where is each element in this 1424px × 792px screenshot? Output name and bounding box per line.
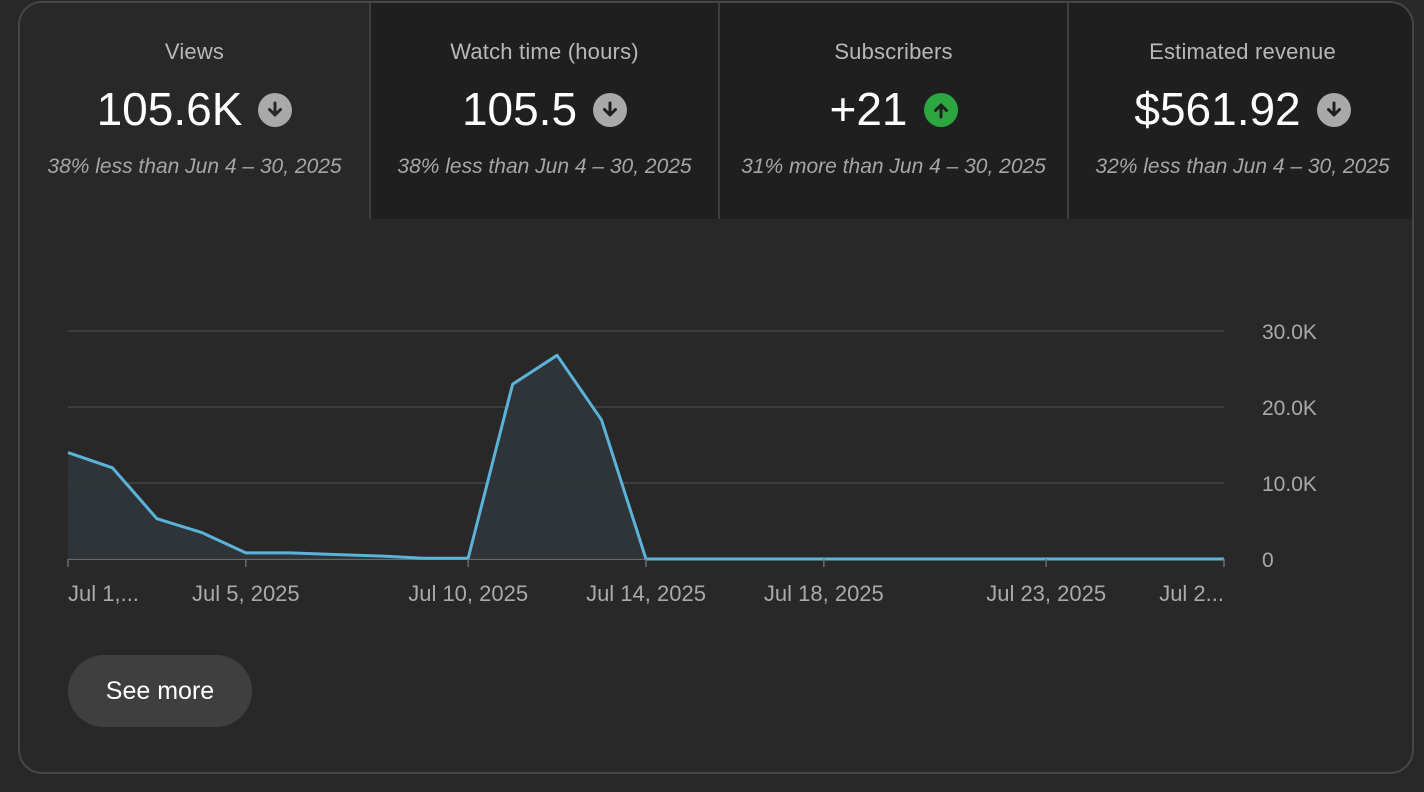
metric-comparison: 38% less than Jun 4 – 30, 2025: [397, 155, 692, 178]
metric-comparison: 32% less than Jun 4 – 30, 2025: [1095, 155, 1390, 178]
series-area: [68, 355, 1224, 559]
series-line: [67, 353, 1224, 561]
y-tick-label: 20.0K: [1262, 397, 1317, 420]
metric-label: Subscribers: [834, 39, 953, 64]
tab-estimated-revenue[interactable]: Estimated revenue $561.92 32% less than …: [1067, 3, 1412, 219]
x-tick-label: Jul 23, 2025: [986, 581, 1106, 606]
x-tick-label: Jul 14, 2025: [586, 581, 706, 606]
metric-value: 105.5: [461, 83, 578, 135]
metric-value-row: 105.6K: [20, 81, 369, 137]
x-tick-label: Jul 2...: [1159, 581, 1224, 606]
tab-views[interactable]: Views 105.6K 38% less than Jun 4 – 30, 2…: [20, 3, 369, 219]
metric-tabs: Views 105.6K 38% less than Jun 4 – 30, 2…: [20, 3, 1412, 219]
tab-watch-time[interactable]: Watch time (hours) 105.5 38% less than J…: [369, 3, 718, 219]
metric-label: Views: [164, 39, 225, 64]
x-tick-label: Jul 10, 2025: [408, 581, 528, 606]
y-tick-label: 30.0K: [1262, 321, 1317, 344]
tab-subscribers[interactable]: Subscribers +21 31% more than Jun 4 – 30…: [718, 3, 1067, 219]
metric-value: $561.92: [1134, 83, 1301, 135]
arrow-down-icon: [593, 93, 628, 127]
metric-label: Estimated revenue: [1149, 39, 1336, 64]
see-more-button[interactable]: See more: [68, 655, 252, 727]
x-tick-label: Jul 5, 2025: [192, 581, 300, 606]
metric-value: +21: [829, 83, 908, 135]
arrow-up-icon: [923, 93, 958, 127]
metric-label: Watch time (hours): [450, 39, 639, 64]
arrow-down-icon: [258, 93, 293, 127]
metric-comparison: 31% more than Jun 4 – 30, 2025: [741, 155, 1046, 178]
y-tick-label: 10.0K: [1262, 473, 1317, 496]
x-tick-label: Jul 1,...: [68, 581, 139, 606]
metric-value-row: $561.92: [1069, 81, 1412, 137]
y-tick-label: 0: [1262, 549, 1274, 572]
x-tick-label: Jul 18, 2025: [764, 581, 884, 606]
metric-value: 105.6K: [96, 83, 243, 135]
metric-value-row: +21: [720, 81, 1067, 137]
metric-comparison: 38% less than Jun 4 – 30, 2025: [47, 155, 342, 178]
arrow-down-icon: [1316, 93, 1351, 127]
views-chart[interactable]: 0 10.0K 20.0K 30.0K Jul 1,... Jul 5, 2025 Jul …: [20, 219, 1414, 639]
metric-value-row: 105.5: [371, 81, 718, 137]
analytics-card: Views 105.6K 38% less than Jun 4 – 30, 2…: [18, 1, 1414, 774]
